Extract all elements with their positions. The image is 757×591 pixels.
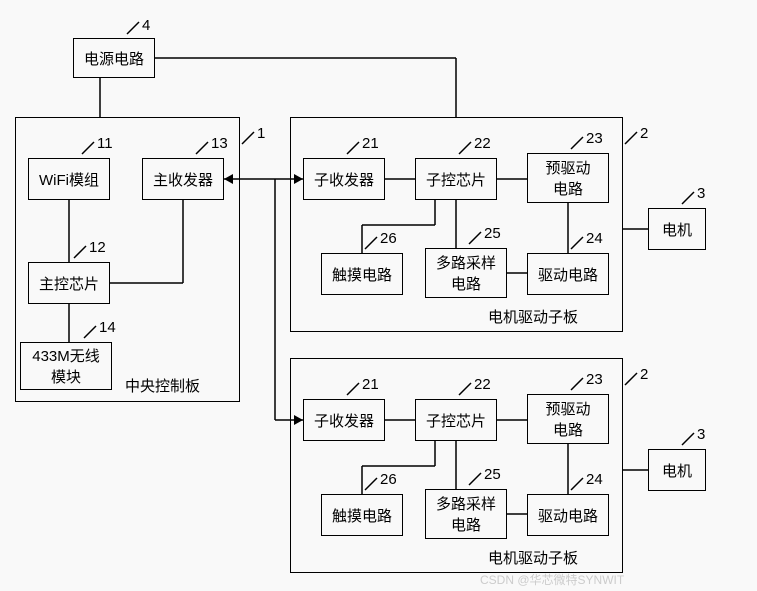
block-drive-1: 驱动电路 [527, 253, 609, 295]
block-predrive-1: 预驱动 电路 [527, 153, 609, 203]
block-main-txrx: 主收发器 [142, 158, 224, 200]
num-motorboard-1: 2 [638, 125, 650, 142]
block-multi-1: 多路采样 电路 [425, 248, 507, 298]
num-wifi: 11 [95, 135, 115, 152]
label-motorboard-1: 电机驱动子板 [488, 306, 578, 327]
block-label: 多路采样 电路 [436, 252, 496, 294]
num-sub-ctrl-2: 22 [472, 376, 493, 393]
block-label: 电机 [662, 460, 692, 481]
block-sub-ctrl-2: 子控芯片 [415, 399, 497, 441]
watermark: CSDN @华芯微特SYNWIT [480, 571, 624, 588]
label-central: 中央控制板 [125, 375, 200, 396]
block-label: 子收发器 [314, 169, 374, 190]
num-m433: 14 [97, 319, 118, 336]
num-central: 1 [255, 125, 267, 142]
block-power: 电源电路 [73, 38, 155, 78]
block-label: 433M无线 模块 [32, 345, 100, 387]
num-main-ctrl: 12 [87, 239, 108, 256]
block-sub-txrx-1: 子收发器 [303, 158, 385, 200]
num-sub-txrx-2: 21 [360, 376, 381, 393]
num-main-txrx: 13 [209, 135, 230, 152]
block-main-ctrl: 主控芯片 [28, 262, 110, 304]
block-motor-1: 电机 [648, 208, 706, 250]
block-sub-txrx-2: 子收发器 [303, 399, 385, 441]
block-label: 主控芯片 [39, 273, 99, 294]
block-label: 预驱动 电路 [545, 157, 590, 199]
block-label: WiFi模组 [39, 169, 99, 190]
num-multi-2: 25 [482, 466, 503, 483]
num-sub-txrx-1: 21 [360, 135, 381, 152]
block-drive-2: 驱动电路 [527, 494, 609, 536]
block-label: 子控芯片 [426, 169, 486, 190]
block-label: 主收发器 [153, 169, 213, 190]
label-motorboard-2: 电机驱动子板 [488, 547, 578, 568]
num-motorboard-2: 2 [638, 366, 650, 383]
block-label: 电源电路 [84, 48, 144, 69]
block-m433: 433M无线 模块 [20, 342, 112, 390]
num-motor-1: 3 [695, 185, 707, 202]
block-label: 多路采样 电路 [436, 493, 496, 535]
num-sub-ctrl-1: 22 [472, 135, 493, 152]
block-label: 预驱动 电路 [545, 398, 590, 440]
block-multi-2: 多路采样 电路 [425, 489, 507, 539]
block-motor-2: 电机 [648, 449, 706, 491]
block-wifi: WiFi模组 [28, 158, 110, 200]
num-predrive-2: 23 [584, 371, 605, 388]
block-touch-2: 触摸电路 [321, 494, 403, 536]
num-motor-2: 3 [695, 426, 707, 443]
block-label: 子收发器 [314, 410, 374, 431]
num-multi-1: 25 [482, 225, 503, 242]
block-sub-ctrl-1: 子控芯片 [415, 158, 497, 200]
block-label: 子控芯片 [426, 410, 486, 431]
num-touch-2: 26 [378, 471, 399, 488]
block-touch-1: 触摸电路 [321, 253, 403, 295]
block-predrive-2: 预驱动 电路 [527, 394, 609, 444]
block-label: 驱动电路 [538, 505, 598, 526]
block-label: 触摸电路 [332, 505, 392, 526]
block-label: 驱动电路 [538, 264, 598, 285]
num-predrive-1: 23 [584, 130, 605, 147]
block-label: 电机 [662, 219, 692, 240]
num-drive-2: 24 [584, 471, 605, 488]
num-touch-1: 26 [378, 230, 399, 247]
num-power: 4 [140, 17, 152, 34]
block-label: 触摸电路 [332, 264, 392, 285]
num-drive-1: 24 [584, 230, 605, 247]
